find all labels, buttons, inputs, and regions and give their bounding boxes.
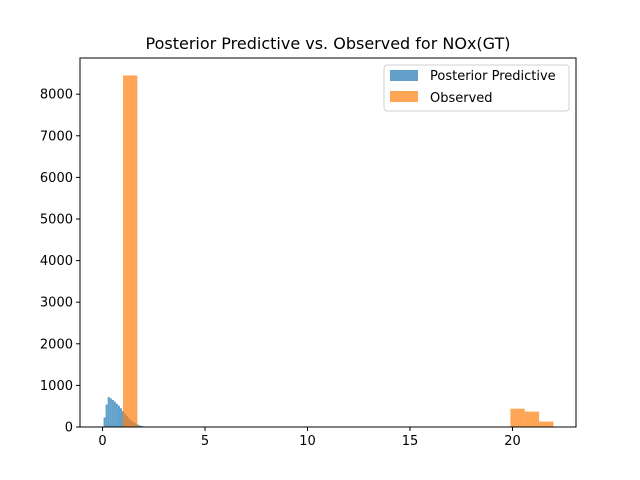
x-tick-label: 10	[299, 434, 316, 449]
bar-observed-3	[539, 421, 554, 427]
y-tick-label: 4000	[40, 254, 73, 269]
legend-label-observed: Observed	[430, 91, 493, 106]
bar-posterior-predictive-8	[119, 408, 123, 427]
y-tick-label: 0	[65, 421, 73, 436]
chart-title: Posterior Predictive vs. Observed for NO…	[146, 34, 511, 53]
bar-posterior-predictive-7	[117, 405, 120, 427]
y-tick-label: 7000	[40, 129, 73, 144]
legend-swatch-observed	[390, 91, 418, 102]
plot-frame	[79, 57, 577, 428]
legend: Posterior Predictive Observed	[383, 64, 570, 112]
legend-label-posterior-predictive: Posterior Predictive	[430, 69, 556, 84]
bar-observed-1	[510, 408, 525, 427]
bar-posterior-predictive-0	[103, 417, 106, 427]
bar-posterior-predictive-2	[107, 397, 110, 427]
y-tick-label: 6000	[40, 171, 73, 186]
x-tick-label: 20	[504, 434, 521, 449]
bar-observed-0	[123, 75, 138, 427]
x-tick-label: 0	[98, 434, 106, 449]
bar-posterior-predictive-17	[138, 425, 141, 427]
bar-posterior-predictive-1	[105, 404, 108, 427]
bar-posterior-predictive-5	[113, 401, 116, 427]
y-tick-label: 3000	[40, 296, 73, 311]
bar-posterior-predictive-3	[109, 398, 112, 427]
bar-posterior-predictive-18	[140, 425, 143, 427]
x-tick-label: 15	[402, 434, 419, 449]
x-axis: 0 5 10 15 20	[98, 427, 521, 449]
y-axis: 0 1000 2000 3000 4000 5000 6000 7000 8000	[40, 88, 80, 436]
y-tick-label: 8000	[40, 88, 73, 103]
bar-posterior-predictive-4	[111, 399, 114, 427]
legend-box	[383, 64, 570, 112]
y-tick-label: 5000	[40, 212, 73, 227]
x-tick-label: 5	[201, 434, 209, 449]
y-tick-label: 1000	[40, 379, 73, 394]
legend-swatch-posterior-predictive	[390, 70, 418, 81]
bar-observed-2	[524, 411, 540, 427]
bars-layer	[103, 75, 554, 427]
bar-posterior-predictive-6	[115, 403, 118, 427]
y-tick-label: 2000	[40, 337, 73, 352]
